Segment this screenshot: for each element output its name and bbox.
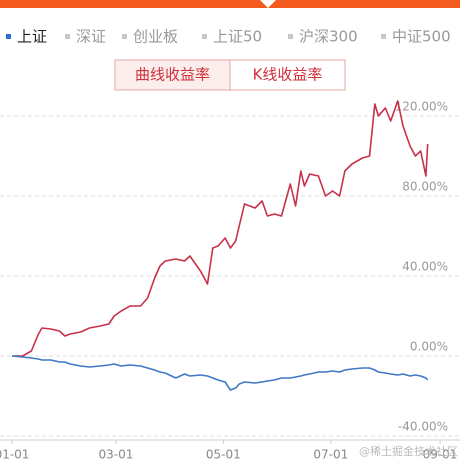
- y-tick-label: 80.00%: [402, 180, 448, 194]
- tab-icon: [122, 34, 127, 39]
- top-bar: [0, 0, 460, 8]
- tab[interactable]: 上证50: [213, 28, 262, 46]
- series-line: [11, 355, 429, 391]
- tab[interactable]: 创业板: [133, 28, 178, 46]
- tab-icon: [288, 34, 293, 39]
- y-tick-label: 40.00%: [402, 260, 448, 274]
- x-tick-label: 07-01: [313, 448, 348, 460]
- button[interactable]: K线收益率: [253, 66, 323, 84]
- x-tick-label: 05-01: [206, 448, 241, 460]
- series-line: [12, 100, 429, 357]
- tab[interactable]: 沪深300: [299, 28, 358, 46]
- y-tick-label: 0.00%: [410, 340, 448, 354]
- tab-icon: [65, 34, 70, 39]
- tab[interactable]: 深证: [76, 28, 106, 46]
- x-tick-label: 01-01: [0, 448, 29, 460]
- tab-icon: [6, 34, 11, 39]
- x-tick-label: 03-01: [98, 448, 133, 460]
- x-tick-label: 09-01: [423, 448, 458, 460]
- tab-icon: [202, 34, 207, 39]
- tab[interactable]: 中证500: [392, 28, 451, 46]
- y-tick-label: 120.00%: [395, 100, 448, 114]
- watermark: @稀土掘金技术社区: [359, 444, 458, 458]
- button[interactable]: 曲线收益率: [135, 66, 210, 84]
- tab-icon: [381, 34, 386, 39]
- button-bg: [115, 60, 230, 90]
- notch: [260, 0, 276, 8]
- y-tick-label: -40.00%: [398, 420, 448, 434]
- tab[interactable]: 上证: [17, 28, 47, 46]
